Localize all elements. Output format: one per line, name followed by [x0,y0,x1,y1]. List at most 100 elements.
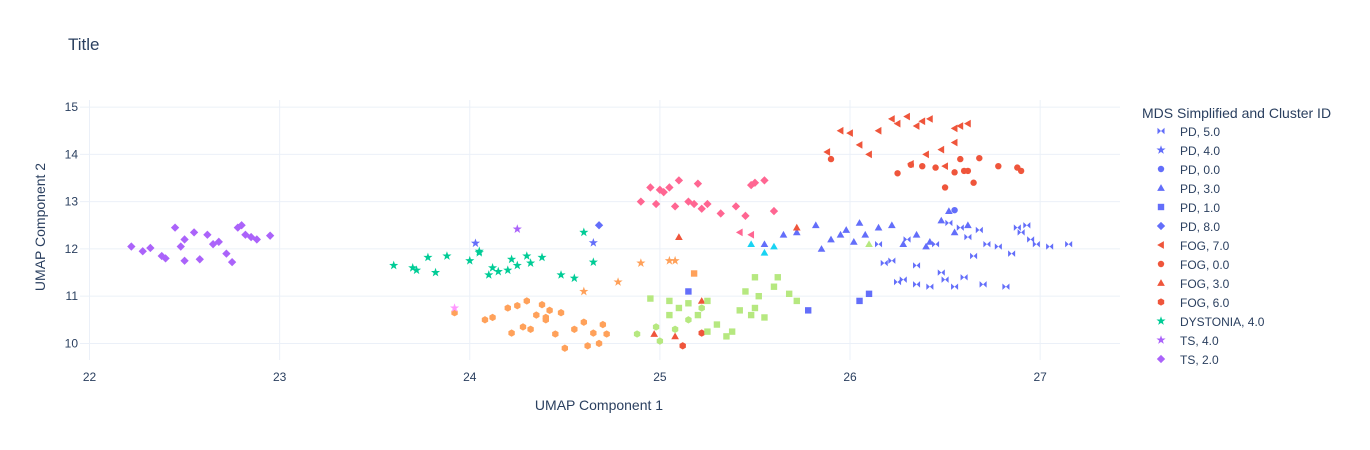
data-point [747,240,755,248]
data-point [651,199,661,209]
data-point [842,226,851,233]
data-point [880,259,888,267]
data-point [590,329,597,337]
legend-item[interactable]: TS, 2.0 [1156,353,1219,367]
data-point [599,320,607,329]
legend-item[interactable]: PD, 4.0 [1156,144,1220,158]
legend-item[interactable]: FOG, 0.0 [1157,258,1230,272]
legend-marker [1157,165,1165,173]
data-point [571,325,578,333]
data-point [636,197,646,206]
legend-marker [1156,145,1166,154]
legend-item[interactable]: TS, 4.0 [1156,334,1219,348]
data-point [769,206,779,216]
data-point [679,342,686,350]
legend-item[interactable]: PD, 8.0 [1156,220,1221,234]
legend-item[interactable]: FOG, 6.0 [1157,296,1230,310]
data-point [950,124,958,133]
data-point [888,115,895,123]
data-point [951,206,958,214]
data-point [979,281,987,288]
data-point [180,256,189,265]
legend-item[interactable]: PD, 0.0 [1157,163,1221,177]
data-point [755,292,762,300]
data-point [470,238,481,248]
data-point [785,290,793,298]
legend-marker [1157,203,1165,211]
x-axis-title: UMAP Component 1 [535,397,663,413]
grid-lines [80,100,1120,360]
data-point [488,263,498,272]
data-point [937,145,945,154]
data-point [690,270,698,277]
x-tick-label: 23 [273,370,287,384]
legend-item[interactable]: FOG, 7.0 [1157,239,1230,253]
legend-item[interactable]: FOG, 3.0 [1157,277,1230,291]
data-point [493,266,503,276]
data-point [1002,283,1010,290]
data-point [146,243,155,253]
legend-label: TS, 4.0 [1180,334,1219,348]
x-tick-label: 26 [843,370,857,384]
data-point [792,223,801,231]
data-point [512,260,522,270]
legend-item[interactable]: PD, 3.0 [1157,182,1220,196]
data-point [742,288,749,295]
legend-label: PD, 8.0 [1180,220,1220,234]
data-point [512,224,522,233]
data-point [561,344,569,352]
data-point [747,311,755,319]
data-point [666,311,673,319]
data-point [689,199,699,209]
data-point [252,235,261,244]
data-point [666,297,673,305]
data-point [751,304,759,312]
data-point [926,283,934,290]
legend-label: PD, 3.0 [1180,182,1220,196]
legend-item[interactable]: PD, 1.0 [1157,201,1221,215]
data-point [504,304,511,312]
data-point [761,314,768,321]
y-tick-label: 10 [65,336,79,350]
data-point [519,323,527,331]
data-point [698,304,705,312]
data-point [603,330,610,338]
data-point [750,178,760,187]
data-point [674,176,684,185]
legend-item[interactable]: DYSTONIA, 4.0 [1156,315,1265,329]
data-point [685,288,692,295]
data-point [647,295,654,302]
data-point [922,242,930,250]
data-point [741,211,750,220]
data-point [951,169,958,176]
data-point [899,276,907,283]
data-point [932,240,940,248]
legend: MDS Simplified and Cluster ID PD, 5.0 PD,… [1142,105,1331,367]
data-point [697,297,706,304]
data-point [956,224,964,231]
data-point [474,246,484,256]
data-point [704,328,711,335]
data-point [747,230,755,239]
legend-label: PD, 4.0 [1180,144,1220,158]
data-point [792,228,801,236]
data-point [922,150,929,159]
data-point [588,257,598,267]
data-point [698,329,705,337]
data-point [514,301,521,310]
data-point [970,252,978,260]
legend-item[interactable]: PD, 5.0 [1157,125,1220,139]
data-point [894,278,902,286]
data-point [656,337,664,345]
data-point [716,209,725,218]
legend-marker [1157,298,1165,306]
data-point [941,184,949,191]
data-point [481,316,489,324]
data-point [652,323,660,331]
data-point [170,223,180,232]
x-tick-label: 22 [83,370,97,384]
y-tick-label: 12 [65,242,79,256]
data-point [888,257,896,264]
data-point [693,179,703,188]
